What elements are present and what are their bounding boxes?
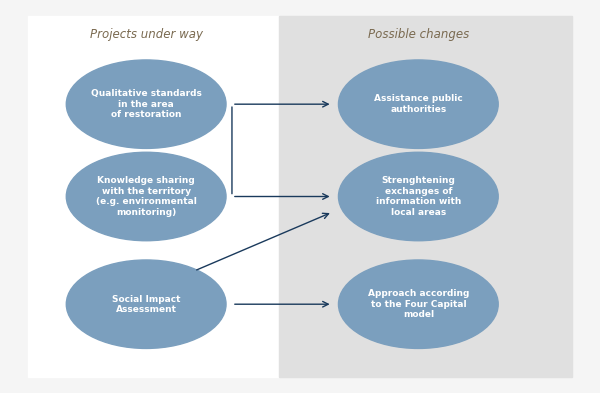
Text: Strenghtening
exchanges of
information with
local areas: Strenghtening exchanges of information w… xyxy=(376,176,461,217)
Text: Knowledge sharing
with the territory
(e.g. environmental
monitoring): Knowledge sharing with the territory (e.… xyxy=(96,176,197,217)
Ellipse shape xyxy=(338,60,498,149)
Text: Assistance public
authorities: Assistance public authorities xyxy=(374,94,463,114)
Ellipse shape xyxy=(66,60,226,149)
Text: Qualitative standards
in the area
of restoration: Qualitative standards in the area of res… xyxy=(91,89,202,119)
Bar xyxy=(279,16,572,377)
Text: Projects under way: Projects under way xyxy=(89,28,203,41)
Text: Social Impact
Assessment: Social Impact Assessment xyxy=(112,294,181,314)
Ellipse shape xyxy=(338,260,498,349)
Ellipse shape xyxy=(66,260,226,349)
Text: Approach according
to the Four Capital
model: Approach according to the Four Capital m… xyxy=(368,289,469,319)
Ellipse shape xyxy=(66,152,226,241)
Text: Possible changes: Possible changes xyxy=(368,28,469,41)
Ellipse shape xyxy=(338,152,498,241)
Bar xyxy=(28,16,279,377)
